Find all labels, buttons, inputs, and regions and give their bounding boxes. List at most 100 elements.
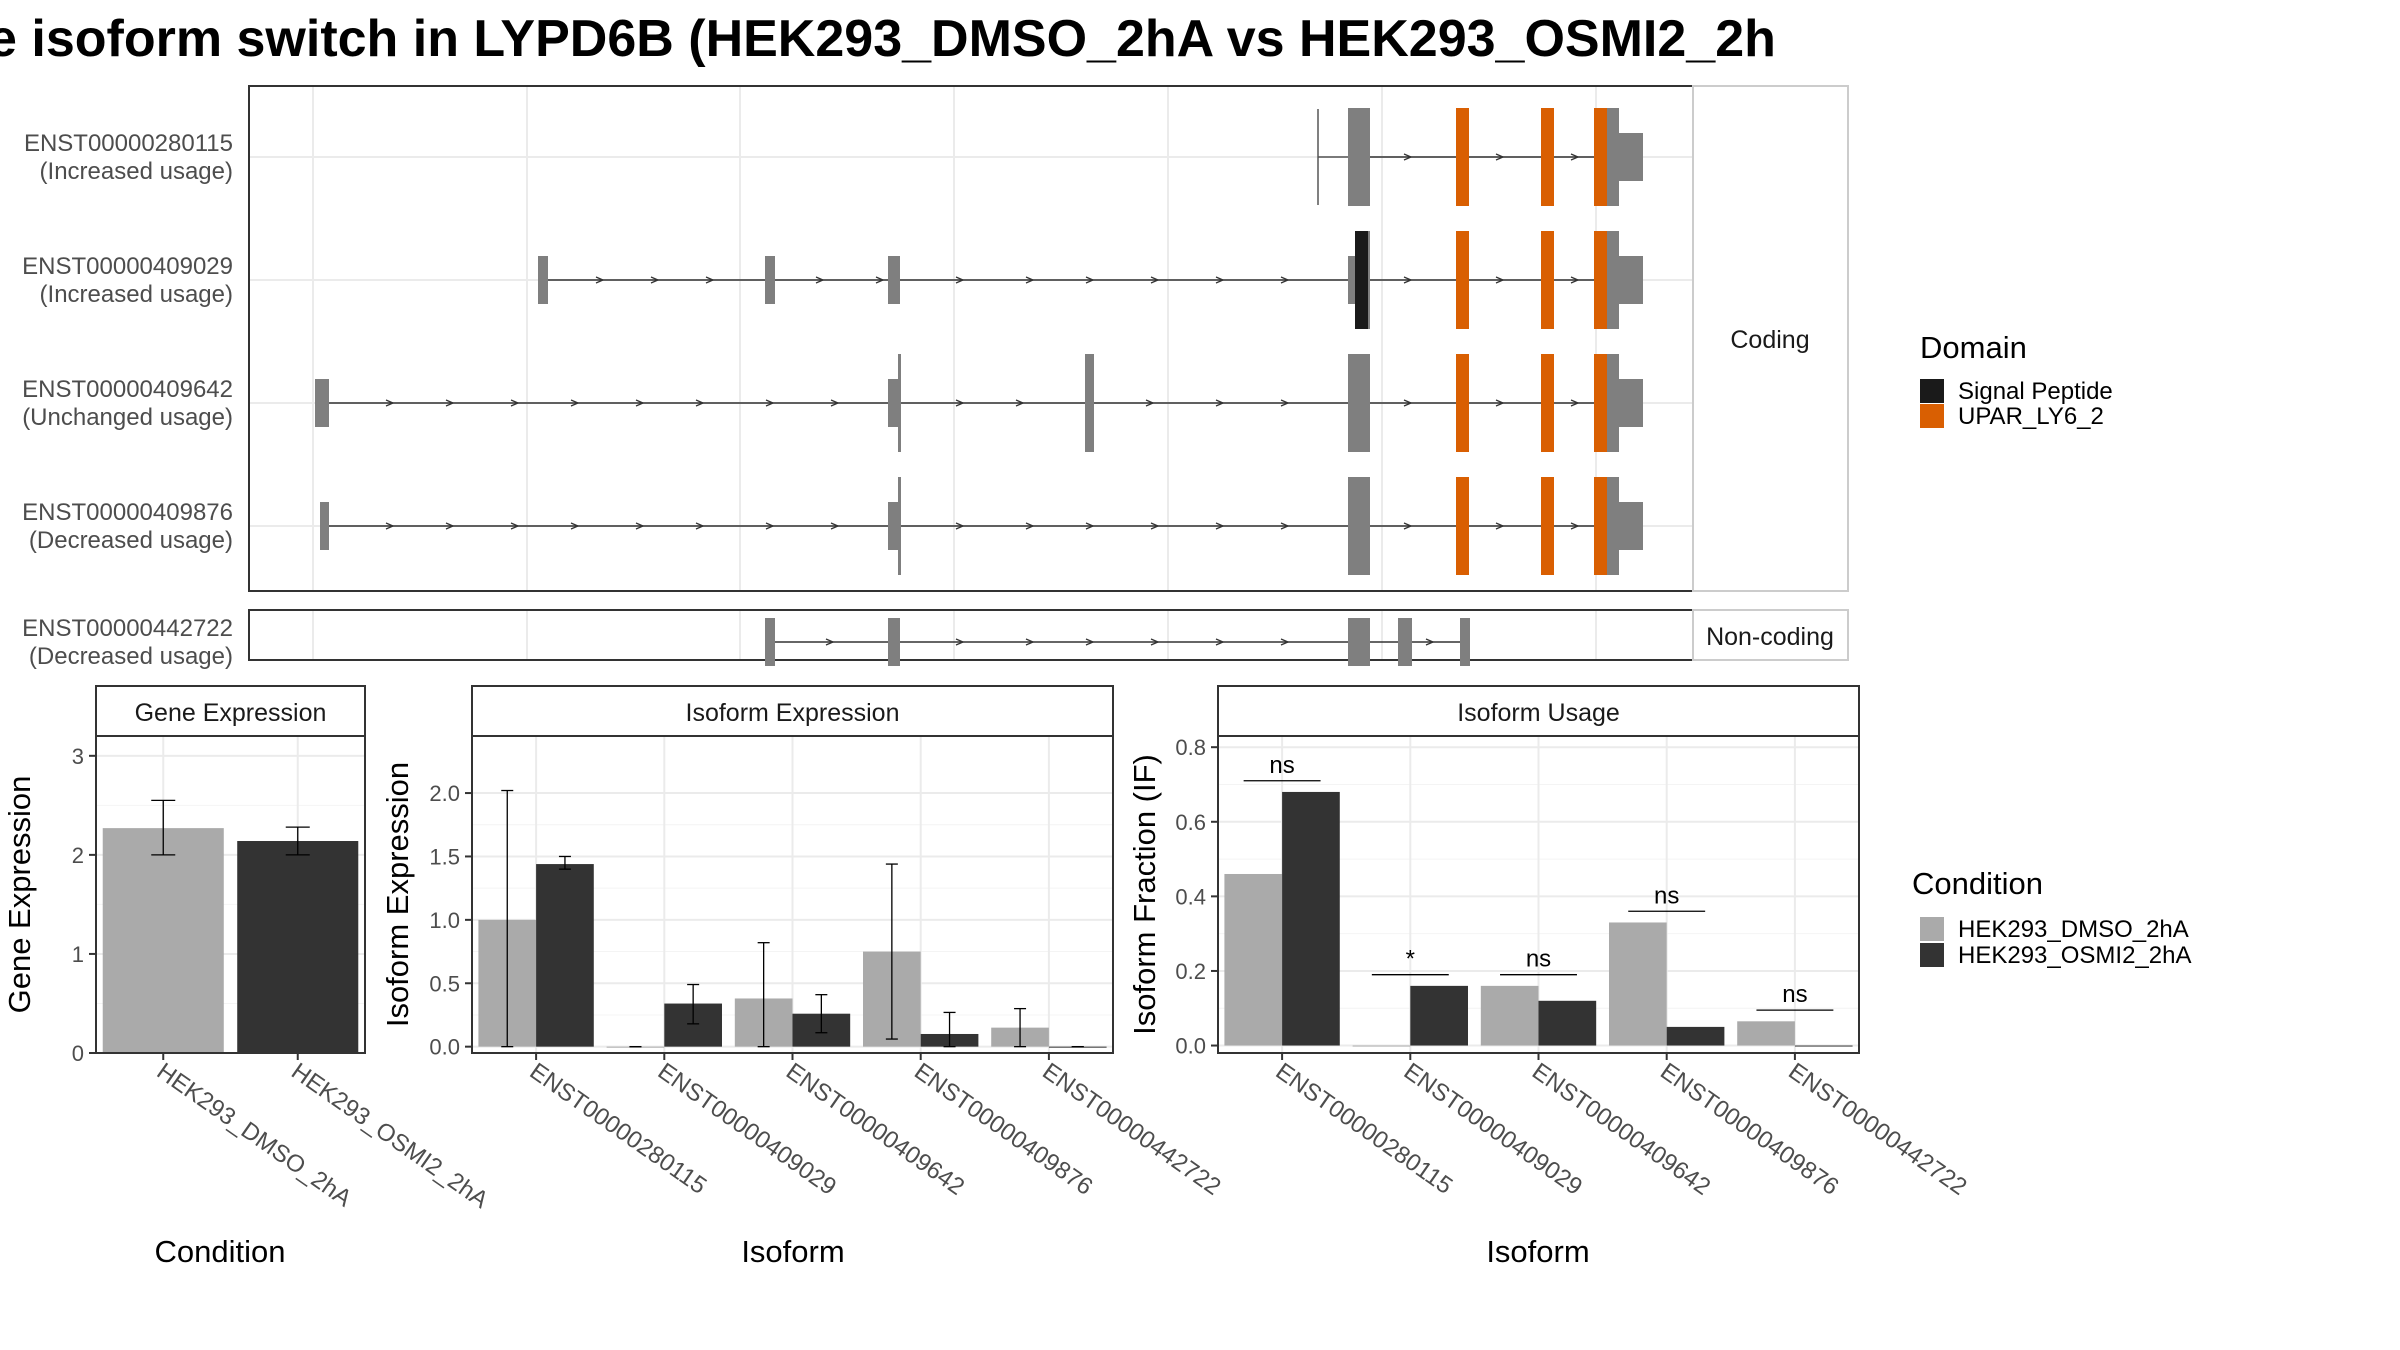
exon-block xyxy=(315,379,329,427)
exon-block xyxy=(888,618,900,666)
domain-legend: Domain Signal Peptide UPAR_LY6_2 xyxy=(1920,330,2113,430)
intron-arrow xyxy=(1570,399,1580,407)
intron-arrow xyxy=(1025,638,1035,646)
upar-domain-exon xyxy=(1456,477,1469,575)
intron-arrow xyxy=(1403,522,1413,530)
intron-arrow xyxy=(705,276,715,284)
transcript-id-label: ENST00000442722 xyxy=(22,615,233,642)
intron-arrow xyxy=(1570,522,1580,530)
exon-block xyxy=(1348,354,1370,452)
upar-domain-exon xyxy=(1456,231,1469,329)
intron-arrow xyxy=(695,399,705,407)
intron-arrow xyxy=(1495,522,1505,530)
intron-arrow xyxy=(510,522,520,530)
exon-block xyxy=(888,502,898,550)
y-tick-label: 2.0 xyxy=(429,781,460,806)
bar xyxy=(1480,985,1539,1046)
y-axis-title: Isoform Fraction (IF) xyxy=(1127,754,1162,1035)
legend-label-upar-ly6-2: UPAR_LY6_2 xyxy=(1958,403,2104,430)
bar xyxy=(1794,1045,1853,1047)
exon-block xyxy=(1607,108,1619,206)
exon-block xyxy=(765,256,775,304)
y-tick-label: 1.0 xyxy=(429,908,460,933)
upar-domain-exon xyxy=(1541,231,1554,329)
intron-arrow xyxy=(955,638,965,646)
intron-arrow xyxy=(1150,522,1160,530)
coding-panel-border xyxy=(248,85,1694,592)
facet-label-coding: Coding xyxy=(1730,326,1809,354)
intron-arrow xyxy=(1215,399,1225,407)
legend-label-dmso: HEK293_DMSO_2hA xyxy=(1958,916,2189,943)
exon-block xyxy=(1619,502,1643,550)
exon-block xyxy=(765,618,775,666)
legend-label-signal-peptide: Signal Peptide xyxy=(1958,378,2113,405)
exon-block xyxy=(1607,477,1619,575)
y-axis-title: Gene Expression xyxy=(2,776,37,1014)
legend-key-osmi xyxy=(1920,943,1944,967)
transcript-usage-label: (Decreased usage) xyxy=(29,643,233,670)
transcript-id-label: ENST00000280115 xyxy=(24,130,233,157)
intron-arrow xyxy=(1280,399,1290,407)
y-tick-label: 3 xyxy=(72,744,84,769)
bar-chart-panel-2: Isoform Expression0.00.51.01.52.0ENST000… xyxy=(380,685,1226,1269)
transcript-usage-label: (Unchanged usage) xyxy=(22,404,233,431)
transcript-usage-label: (Increased usage) xyxy=(40,281,233,308)
intron-arrow xyxy=(1570,276,1580,284)
bar xyxy=(1737,1021,1795,1046)
upar-domain-exon xyxy=(1456,354,1469,452)
legend-label-osmi: HEK293_OSMI2_2hA xyxy=(1958,942,2191,969)
intron-arrow xyxy=(1403,276,1413,284)
exon-block xyxy=(1368,231,1370,329)
intron-arrow xyxy=(765,399,775,407)
bar xyxy=(1282,791,1340,1046)
y-tick-label: 0 xyxy=(72,1041,84,1066)
exon-block xyxy=(1619,379,1643,427)
intron-arrow xyxy=(1085,276,1095,284)
intron-arrow xyxy=(815,276,825,284)
noncoding-panel-border xyxy=(248,609,1694,661)
panel-strip-title: Gene Expression xyxy=(135,699,327,727)
intron-arrow xyxy=(595,276,605,284)
intron-arrow xyxy=(955,522,965,530)
upar-domain-exon xyxy=(1541,108,1554,206)
bar xyxy=(1352,1045,1411,1047)
exon-block xyxy=(1607,354,1619,452)
upar-domain-exon xyxy=(1594,231,1607,329)
transcript-usage-label: (Increased usage) xyxy=(40,158,233,185)
intron-arrow xyxy=(1280,276,1290,284)
y-tick-label: 1 xyxy=(72,942,84,967)
legend-key-dmso xyxy=(1920,917,1944,941)
upar-domain-exon xyxy=(1594,477,1607,575)
intron-arrow xyxy=(1495,276,1505,284)
transcript-usage-label: (Decreased usage) xyxy=(29,527,233,554)
exon-block xyxy=(1619,133,1643,181)
y-tick-label: 2 xyxy=(72,843,84,868)
intron-arrow xyxy=(1403,399,1413,407)
intron-arrow xyxy=(1280,638,1290,646)
intron-arrow xyxy=(955,276,965,284)
x-axis-title: Isoform xyxy=(741,1234,844,1269)
upar-domain-exon xyxy=(1594,108,1607,206)
intron-arrow xyxy=(445,399,455,407)
panel-strip xyxy=(471,685,1114,737)
intron-arrow xyxy=(385,399,395,407)
bar xyxy=(1538,1000,1597,1046)
intron-arrow xyxy=(385,522,395,530)
bar xyxy=(1609,922,1667,1046)
intron-arrow xyxy=(1570,153,1580,161)
significance-label: * xyxy=(1406,946,1415,973)
intron-arrow xyxy=(1015,399,1025,407)
intron-arrow xyxy=(570,522,580,530)
panel-strip-title: Isoform Usage xyxy=(1457,699,1620,727)
bar-charts: Gene Expression0123HEK293_DMSO_2hAHEK293… xyxy=(2,685,1972,1269)
intron-arrow xyxy=(570,399,580,407)
bar xyxy=(237,841,359,1053)
transcript-id-label: ENST00000409876 xyxy=(22,499,233,526)
condition-legend-title: Condition xyxy=(1912,866,2043,901)
transcript-structure-panel: Coding Non-coding ENST00000280115(Increa… xyxy=(22,85,1849,670)
y-tick-label: 0.4 xyxy=(1175,884,1206,909)
upar-domain-exon xyxy=(1594,354,1607,452)
exon-block xyxy=(898,354,901,452)
y-tick-label: 0.0 xyxy=(429,1035,460,1060)
y-tick-label: 0.6 xyxy=(1175,810,1206,835)
